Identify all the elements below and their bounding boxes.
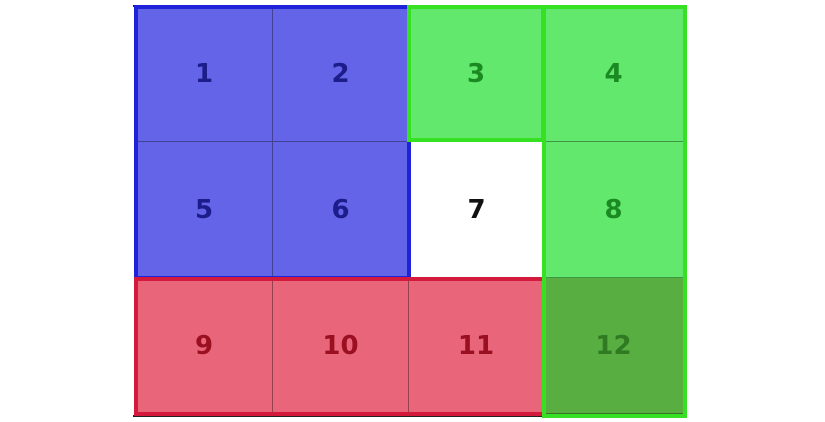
cell-7: 7: [409, 142, 544, 278]
cell-2: 2: [273, 7, 409, 142]
cell-8: 8: [544, 142, 684, 278]
cell-3: 3: [409, 7, 544, 142]
cell-12: 12: [544, 278, 684, 414]
cell-1: 1: [136, 7, 273, 142]
cell-6: 6: [273, 142, 409, 278]
cell-4: 4: [544, 7, 684, 142]
cell-5: 5: [136, 142, 273, 278]
cell-11: 11: [409, 278, 544, 414]
cell-10: 10: [273, 278, 409, 414]
cell-9: 9: [136, 278, 273, 414]
